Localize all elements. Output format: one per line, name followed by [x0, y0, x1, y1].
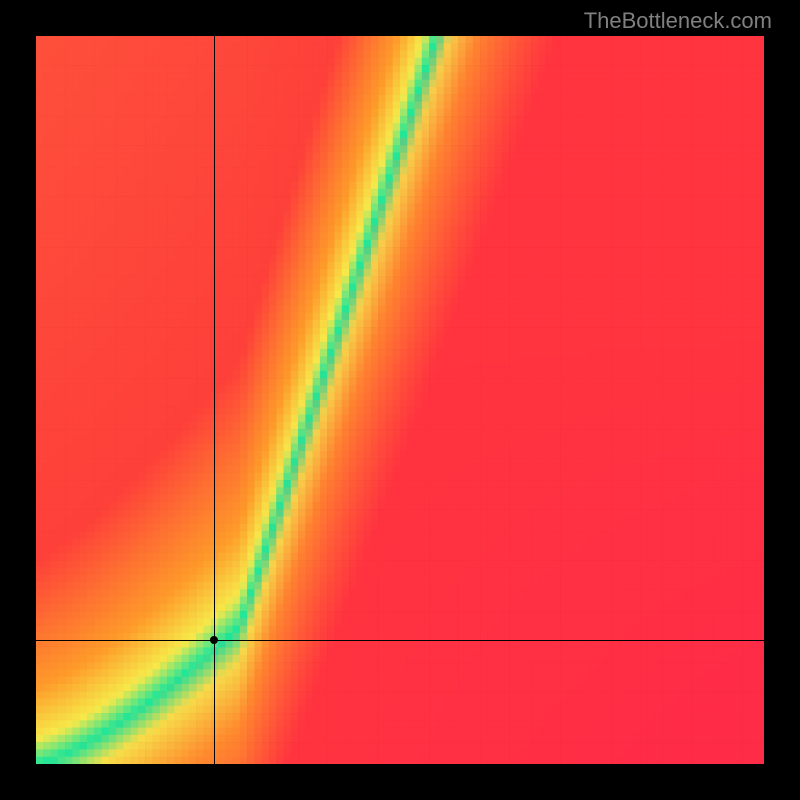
heatmap-plot-area: [36, 36, 764, 764]
crosshair-marker-dot: [210, 636, 218, 644]
crosshair-vertical: [214, 36, 215, 764]
heatmap-canvas: [36, 36, 764, 764]
watermark-text: TheBottleneck.com: [584, 8, 772, 34]
crosshair-horizontal: [36, 640, 764, 641]
